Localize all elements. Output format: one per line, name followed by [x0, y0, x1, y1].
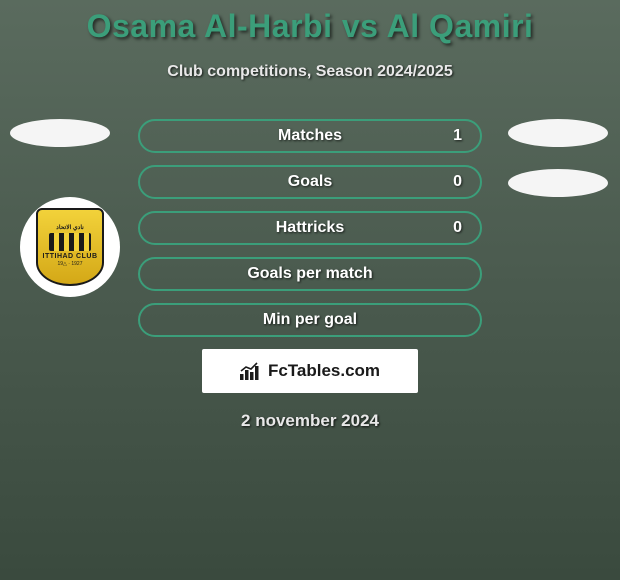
stat-row-min-per-goal: Min per goal [138, 303, 482, 337]
club-year: 19△ · 1927 [58, 261, 83, 267]
comparison-subtitle: Club competitions, Season 2024/2025 [0, 63, 620, 81]
stat-value: 1 [453, 127, 462, 145]
comparison-content: نادي الاتحاد ITTIHAD CLUB 19△ · 1927 Mat… [0, 119, 620, 431]
right-player-placeholder-2 [508, 169, 608, 197]
stat-label: Hattricks [276, 219, 344, 237]
stat-label: Min per goal [263, 311, 357, 329]
stat-row-hattricks: Hattricks 0 [138, 211, 482, 245]
comparison-date: 2 november 2024 [0, 411, 620, 431]
club-shield: نادي الاتحاد ITTIHAD CLUB 19△ · 1927 [36, 208, 104, 286]
left-player-placeholder [10, 119, 110, 147]
stat-label: Goals per match [247, 265, 372, 283]
stat-rows: Matches 1 Goals 0 Hattricks 0 Goals per … [138, 119, 482, 337]
stat-row-goals: Goals 0 [138, 165, 482, 199]
brand-text: FcTables.com [268, 361, 380, 381]
stat-value: 0 [453, 173, 462, 191]
right-player-placeholder-1 [508, 119, 608, 147]
stat-label: Matches [278, 127, 342, 145]
club-name: ITTIHAD CLUB [43, 253, 98, 260]
club-stripes [49, 233, 91, 251]
stat-label: Goals [288, 173, 332, 191]
stat-value: 0 [453, 219, 462, 237]
brand-box[interactable]: FcTables.com [202, 349, 418, 393]
bar-chart-icon [240, 362, 262, 380]
club-arabic-text: نادي الاتحاد [56, 224, 84, 231]
comparison-title: Osama Al-Harbi vs Al Qamiri [0, 0, 620, 45]
stat-row-matches: Matches 1 [138, 119, 482, 153]
stat-row-goals-per-match: Goals per match [138, 257, 482, 291]
club-badge: نادي الاتحاد ITTIHAD CLUB 19△ · 1927 [20, 197, 120, 297]
